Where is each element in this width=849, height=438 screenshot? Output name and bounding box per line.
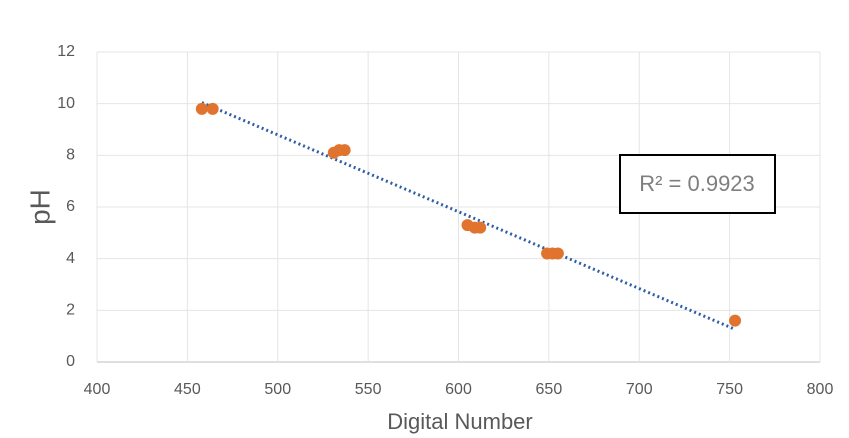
x-tick-label: 500	[264, 381, 291, 398]
y-tick-label: 2	[66, 302, 75, 319]
y-tick-label: 0	[66, 353, 75, 370]
x-tick-label: 550	[355, 381, 382, 398]
data-point	[206, 102, 219, 115]
data-point	[338, 144, 351, 157]
trendline	[201, 101, 736, 331]
x-axis-title: Digital Number	[387, 409, 533, 434]
data-point	[729, 314, 742, 327]
x-tick-label: 700	[626, 381, 653, 398]
y-tick-label: 6	[66, 198, 75, 215]
y-tick-label: 4	[66, 250, 75, 267]
x-tick-label: 750	[716, 381, 743, 398]
x-tick-label: 800	[807, 381, 834, 398]
r2-annotation: R² = 0.9923	[639, 171, 755, 196]
x-tick-label: 600	[445, 381, 472, 398]
data-point	[474, 221, 487, 234]
data-point	[551, 247, 564, 260]
y-tick-label: 12	[57, 43, 75, 60]
y-tick-label: 8	[66, 147, 75, 164]
x-tick-label: 650	[536, 381, 563, 398]
x-tick-label: 450	[174, 381, 201, 398]
y-axis-title: pH	[24, 189, 55, 225]
y-tick-label: 10	[57, 95, 75, 112]
x-tick-label: 400	[84, 381, 111, 398]
data-point	[195, 102, 208, 115]
annotation-box	[619, 154, 776, 214]
